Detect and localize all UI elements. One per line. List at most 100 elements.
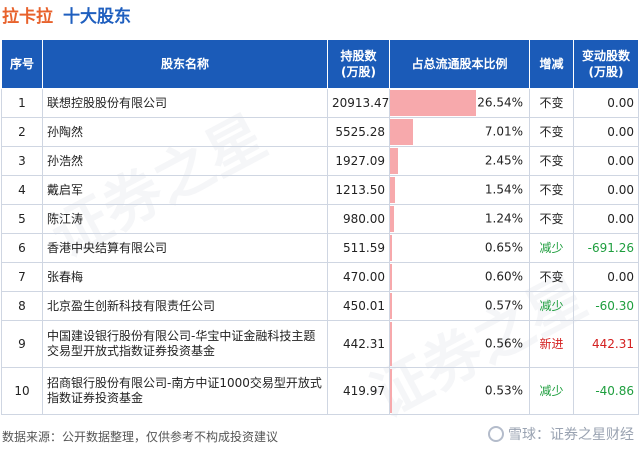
header-change: 增减 [529, 39, 574, 89]
table-row: 3 孙浩然 1927.09 2.45% 不变 0.00 [1, 146, 639, 176]
table-row: 6 香港中央结算有限公司 511.59 0.65% 减少 -691.26 [1, 233, 639, 263]
row-rank: 6 [1, 233, 43, 263]
row-ratio: 1.24% [389, 204, 530, 234]
row-change: 不变 [529, 146, 574, 176]
table-subtitle: 十大股东 [63, 7, 131, 27]
ratio-bar [390, 369, 392, 413]
row-ratio: 0.56% [389, 320, 530, 368]
row-rank: 7 [1, 262, 43, 292]
row-holder-name: 中国建设银行股份有限公司-华宝中证金融科技主题交易型开放式指数证券投资基金 [42, 320, 328, 368]
ratio-bar [390, 148, 398, 174]
company-name: 拉卡拉 [2, 7, 53, 27]
ratio-bar [390, 293, 392, 319]
row-holder-name: 戴启军 [42, 175, 328, 205]
row-holder-name: 北京盈生创新科技有限责任公司 [42, 291, 328, 321]
row-rank: 10 [1, 367, 43, 415]
row-ratio: 0.57% [389, 291, 530, 321]
row-rank: 2 [1, 117, 43, 147]
ratio-bar [390, 206, 395, 232]
ratio-bar [390, 322, 392, 366]
row-change-amount: -60.30 [573, 291, 639, 321]
row-shares: 450.01 [327, 291, 390, 321]
row-change-amount: 0.00 [573, 262, 639, 292]
row-change: 不变 [529, 175, 574, 205]
table-row: 8 北京盈生创新科技有限责任公司 450.01 0.57% 减少 -60.30 [1, 291, 639, 321]
ratio-value: 7.01% [484, 124, 523, 139]
table-header-row: 序号 股东名称 持股数 (万股) 占总流通股本比例 增减 变动股数 (万股) [1, 39, 639, 89]
row-shares: 20913.47 [327, 88, 390, 118]
row-change-amount: 0.00 [573, 117, 639, 147]
row-holder-name: 陈江涛 [42, 204, 328, 234]
ratio-value: 0.56% [484, 336, 523, 351]
row-ratio: 1.54% [389, 175, 530, 205]
table-row: 4 戴启军 1213.50 1.54% 不变 0.00 [1, 175, 639, 205]
header-amount: 变动股数 (万股) [573, 39, 639, 89]
row-ratio: 0.65% [389, 233, 530, 263]
row-holder-name: 张春梅 [42, 262, 328, 292]
row-change: 不变 [529, 262, 574, 292]
row-change: 减少 [529, 233, 574, 263]
ratio-value: 0.57% [484, 298, 523, 313]
ratio-value: 1.54% [484, 182, 523, 197]
row-shares: 1927.09 [327, 146, 390, 176]
row-shares: 5525.28 [327, 117, 390, 147]
ratio-value: 2.45% [484, 153, 523, 168]
row-change-amount: -40.86 [573, 367, 639, 415]
header-shares-label: 持股数 (万股) [340, 49, 377, 79]
header-rank: 序号 [1, 39, 43, 89]
row-holder-name: 香港中央结算有限公司 [42, 233, 328, 263]
row-change-amount: 0.00 [573, 204, 639, 234]
row-rank: 3 [1, 146, 43, 176]
row-change-amount: 0.00 [573, 146, 639, 176]
row-change-amount: 0.00 [573, 88, 639, 118]
row-rank: 5 [1, 204, 43, 234]
snowball-icon [488, 426, 504, 442]
row-shares: 511.59 [327, 233, 390, 263]
row-shares: 980.00 [327, 204, 390, 234]
row-change-amount: 442.31 [573, 320, 639, 368]
ratio-value: 26.54% [477, 95, 523, 110]
row-change: 不变 [529, 204, 574, 234]
shareholders-table: 序号 股东名称 持股数 (万股) 占总流通股本比例 增减 变动股数 (万股) 1 联想… [1, 39, 639, 415]
row-change: 减少 [529, 367, 574, 415]
row-ratio: 0.53% [389, 367, 530, 415]
ratio-bar [390, 235, 393, 261]
row-rank: 8 [1, 291, 43, 321]
brand-label: 雪球：证券之星财经 [508, 427, 634, 443]
row-change: 不变 [529, 88, 574, 118]
table-row: 9 中国建设银行股份有限公司-华宝中证金融科技主题交易型开放式指数证券投资基金 44… [1, 320, 639, 368]
page-title: 拉卡拉 十大股东 [2, 3, 131, 31]
ratio-bar [390, 119, 413, 145]
row-ratio: 26.54% [389, 88, 530, 118]
row-shares: 442.31 [327, 320, 390, 368]
row-holder-name: 招商银行股份有限公司-南方中证1000交易型开放式指数证券投资基金 [42, 367, 328, 415]
brand-watermark: 雪球：证券之星财经 [488, 424, 634, 444]
row-ratio: 7.01% [389, 117, 530, 147]
ratio-value: 0.60% [484, 269, 523, 284]
row-holder-name: 孙陶然 [42, 117, 328, 147]
header-amount-label: 变动股数 (万股) [581, 49, 630, 79]
row-holder-name: 孙浩然 [42, 146, 328, 176]
table-row: 2 孙陶然 5525.28 7.01% 不变 0.00 [1, 117, 639, 147]
table-row: 10 招商银行股份有限公司-南方中证1000交易型开放式指数证券投资基金 419.9… [1, 367, 639, 415]
row-change: 新进 [529, 320, 574, 368]
data-source-note: 数据来源：公开数据整理，仅供参考不构成投资建议 [2, 430, 279, 444]
ratio-bar [390, 177, 395, 203]
ratio-value: 0.53% [484, 383, 523, 398]
table-row: 7 张春梅 470.00 0.60% 不变 0.00 [1, 262, 639, 292]
ratio-value: 1.24% [484, 211, 523, 226]
table-row: 1 联想控股股份有限公司 20913.47 26.54% 不变 0.00 [1, 88, 639, 118]
row-change-amount: 0.00 [573, 175, 639, 205]
header-name: 股东名称 [42, 39, 328, 89]
ratio-bar [390, 90, 476, 116]
row-shares: 1213.50 [327, 175, 390, 205]
row-change: 减少 [529, 291, 574, 321]
row-shares: 419.97 [327, 367, 390, 415]
row-rank: 9 [1, 320, 43, 368]
row-ratio: 2.45% [389, 146, 530, 176]
row-shares: 470.00 [327, 262, 390, 292]
row-rank: 1 [1, 88, 43, 118]
header-shares: 持股数 (万股) [327, 39, 390, 89]
row-change-amount: -691.26 [573, 233, 639, 263]
ratio-value: 0.65% [484, 240, 523, 255]
